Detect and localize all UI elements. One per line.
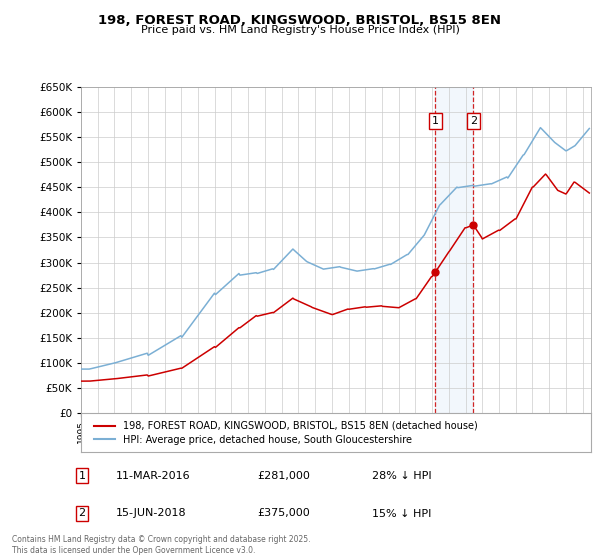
Text: 2: 2 [79, 508, 86, 519]
Text: 11-MAR-2016: 11-MAR-2016 [116, 471, 191, 480]
Legend: 198, FOREST ROAD, KINGSWOOD, BRISTOL, BS15 8EN (detached house), HPI: Average pr: 198, FOREST ROAD, KINGSWOOD, BRISTOL, BS… [90, 417, 482, 449]
Text: £375,000: £375,000 [257, 508, 310, 519]
Text: 198, FOREST ROAD, KINGSWOOD, BRISTOL, BS15 8EN: 198, FOREST ROAD, KINGSWOOD, BRISTOL, BS… [98, 14, 502, 27]
Text: 1: 1 [79, 471, 86, 480]
Text: Price paid vs. HM Land Registry's House Price Index (HPI): Price paid vs. HM Land Registry's House … [140, 25, 460, 35]
Text: 15-JUN-2018: 15-JUN-2018 [116, 508, 187, 519]
Text: £281,000: £281,000 [257, 471, 310, 480]
Text: 15% ↓ HPI: 15% ↓ HPI [372, 508, 431, 519]
Text: Contains HM Land Registry data © Crown copyright and database right 2025.
This d: Contains HM Land Registry data © Crown c… [12, 535, 310, 554]
Bar [436, 87, 473, 413]
Text: 1: 1 [432, 116, 439, 126]
Text: 28% ↓ HPI: 28% ↓ HPI [372, 471, 431, 480]
Text: 2: 2 [470, 116, 477, 126]
